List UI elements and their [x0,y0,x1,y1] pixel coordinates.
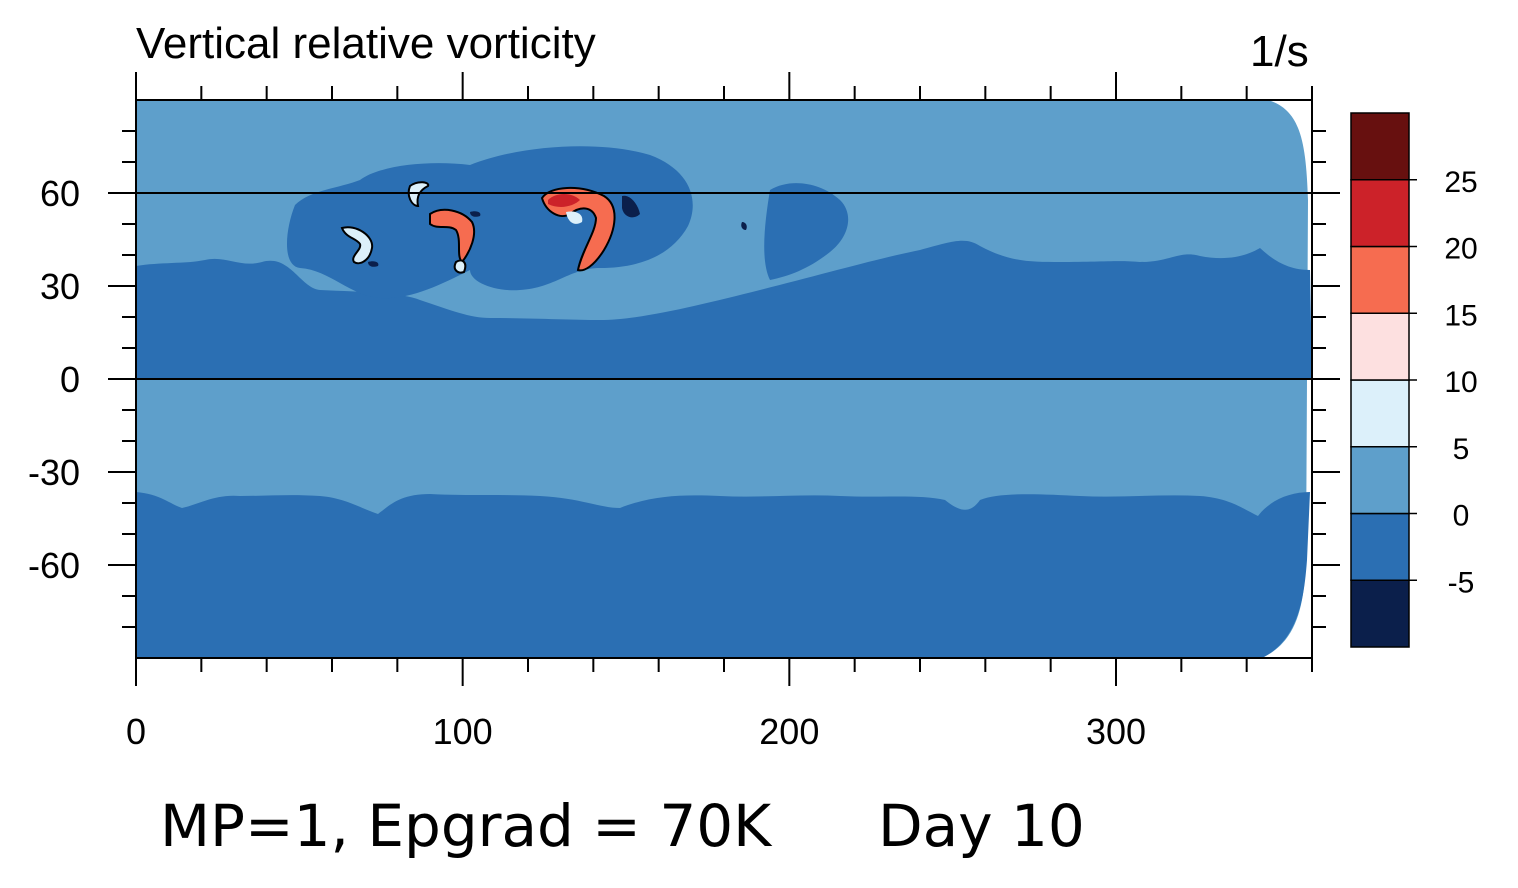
field-nh-tongue [764,183,849,280]
y-tick-label: 0 [60,359,80,400]
colorbar-swatch [1350,512,1410,581]
colorbar-swatch [1350,446,1410,515]
colorbar-swatch [1350,112,1410,181]
vortex-dark-blob-1 [622,195,640,218]
vortex-dark-blob-2 [470,211,481,217]
colorbar-label: 10 [1444,366,1477,399]
x-tick-label: 0 [126,711,146,752]
colorbar-swatch [1350,312,1410,381]
day-label: Day 10 [878,792,1085,860]
vortex-east-core [548,194,580,207]
field-right-rim [1262,100,1312,658]
y-tick-label: -60 [28,545,80,586]
vortex-dark-blob-4 [741,222,747,230]
colorbar-label: -5 [1448,566,1475,599]
vortex-west-white [340,226,374,265]
colorbar-swatch [1350,245,1410,314]
colorbar-label: 5 [1453,433,1470,466]
colorbar: -5 0 5 10 15 20 25 [1350,112,1478,648]
chart-title: Vertical relative vorticity [136,19,596,68]
colorbar-swatch [1350,379,1410,448]
y-tick-label: -30 [28,452,80,493]
vortex-dark-blob-3 [368,261,379,267]
colorbar-label: 0 [1453,500,1470,533]
field-sh-band [136,492,1310,658]
colorbar-swatch [1350,179,1410,248]
colorbar-swatch [1350,579,1410,648]
run-label: MP=1, Epgrad = 70K [160,792,772,860]
field-nh-band [136,240,1312,378]
y-tick-label: 30 [40,266,80,307]
x-tick-label: 300 [1086,711,1146,752]
x-tick-label: 200 [759,711,819,752]
y-tick-label: 60 [40,173,80,214]
reference-lines [136,192,1312,380]
units-label: 1/s [1250,27,1309,76]
colorbar-label: 25 [1444,166,1477,199]
x-tick-label: 100 [433,711,493,752]
vortex-mid-tail [453,259,467,274]
y-axis: 60 30 0 -30 -60 [28,130,1340,628]
colorbar-label: 20 [1444,233,1477,266]
vortex-east-white [566,211,583,224]
x-axis: 0 100 200 300 [126,72,1313,752]
colorbar-label: 15 [1444,299,1477,332]
